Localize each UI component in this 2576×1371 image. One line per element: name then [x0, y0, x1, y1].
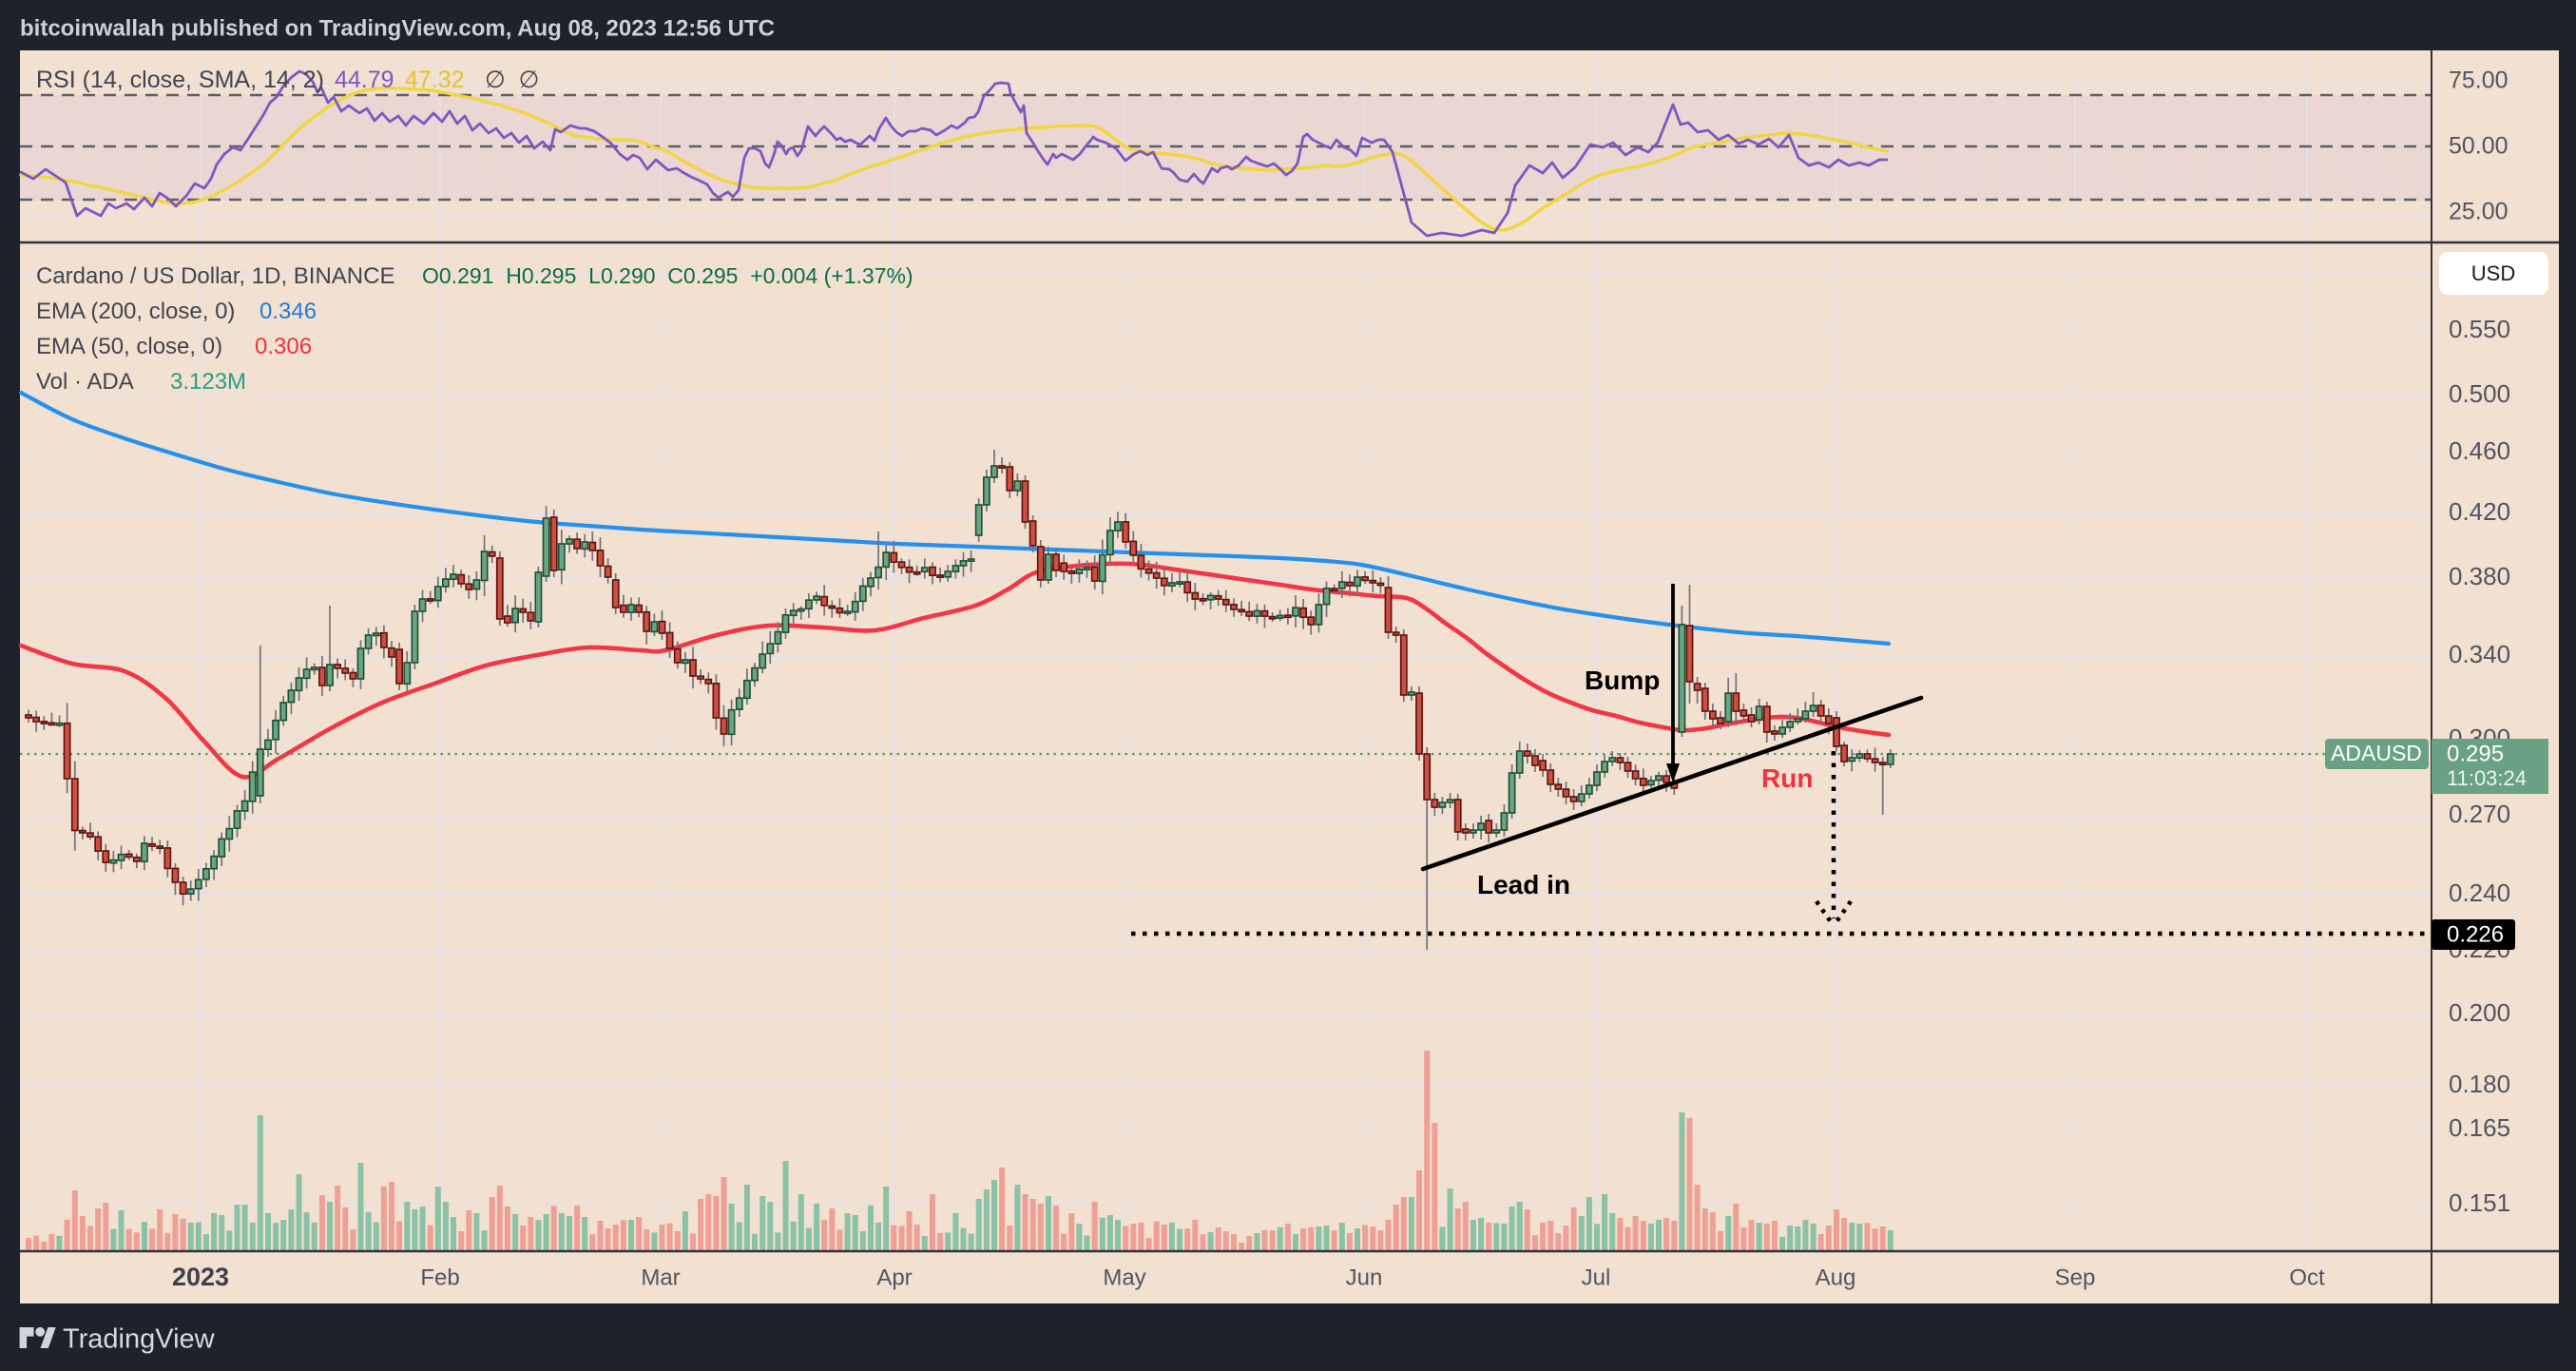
svg-text:25.00: 25.00 [2449, 199, 2509, 225]
svg-text:47.32: 47.32 [405, 67, 465, 93]
svg-text:0.295: 0.295 [2447, 741, 2504, 766]
svg-text:0.340: 0.340 [2449, 640, 2510, 668]
svg-text:EMA (200, close, 0): EMA (200, close, 0) [36, 299, 235, 324]
svg-text:0.460: 0.460 [2449, 436, 2510, 465]
svg-text:0.226: 0.226 [2447, 921, 2504, 947]
svg-text:TradingView: TradingView [63, 1324, 216, 1355]
svg-text:0.306: 0.306 [255, 334, 312, 359]
svg-text:Feb: Feb [420, 1265, 459, 1290]
svg-text:Lead in: Lead in [1477, 870, 1570, 899]
svg-text:0.165: 0.165 [2449, 1113, 2510, 1142]
svg-text:0.380: 0.380 [2449, 562, 2510, 590]
svg-text:0.270: 0.270 [2449, 800, 2510, 828]
svg-text:0.180: 0.180 [2449, 1070, 2510, 1098]
svg-text:USD: USD [2471, 261, 2515, 285]
svg-text:Jun: Jun [1346, 1265, 1383, 1290]
svg-text:Sep: Sep [2055, 1265, 2096, 1290]
svg-text:RSI (14, close, SMA, 14, 2): RSI (14, close, SMA, 14, 2) [36, 67, 324, 93]
svg-text:Run: Run [1761, 763, 1813, 793]
svg-text:0.420: 0.420 [2449, 497, 2510, 526]
svg-text:11:03:24: 11:03:24 [2447, 766, 2527, 790]
svg-text:0.151: 0.151 [2449, 1188, 2510, 1217]
svg-text:ADAUSD: ADAUSD [2331, 741, 2422, 765]
svg-text:Aug: Aug [1816, 1265, 1856, 1290]
svg-text:2023: 2023 [172, 1263, 229, 1291]
svg-text:44.79: 44.79 [335, 67, 394, 93]
svg-text:50.00: 50.00 [2449, 133, 2509, 160]
svg-text:O0.291 H0.295 L0.290 C0.295: O0.291 H0.295 L0.290 C0.295 +0.004 (+1.3… [422, 263, 913, 288]
svg-text:May: May [1103, 1265, 1145, 1290]
svg-text:0.240: 0.240 [2449, 879, 2510, 907]
svg-text:Oct: Oct [2289, 1265, 2325, 1290]
svg-text:bitcoinwallah published on Tra: bitcoinwallah published on TradingView.c… [20, 15, 775, 41]
svg-text:0.200: 0.200 [2449, 998, 2510, 1027]
svg-text:Cardano / US Dollar, 1D, BINAN: Cardano / US Dollar, 1D, BINANCE [36, 263, 394, 289]
svg-text:Jul: Jul [1582, 1265, 1611, 1290]
svg-text:∅ ∅: ∅ ∅ [485, 67, 539, 93]
svg-text:75.00: 75.00 [2449, 68, 2509, 94]
svg-text:Vol · ADA: Vol · ADA [36, 369, 134, 395]
svg-text:EMA (50, close, 0): EMA (50, close, 0) [36, 334, 222, 359]
svg-text:Bump: Bump [1585, 666, 1660, 695]
svg-text:0.550: 0.550 [2449, 315, 2510, 343]
svg-text:3.123M: 3.123M [170, 369, 246, 395]
svg-text:0.500: 0.500 [2449, 379, 2510, 408]
svg-text:0.346: 0.346 [260, 299, 317, 324]
svg-text:Mar: Mar [641, 1265, 680, 1290]
svg-text:Apr: Apr [876, 1265, 912, 1290]
